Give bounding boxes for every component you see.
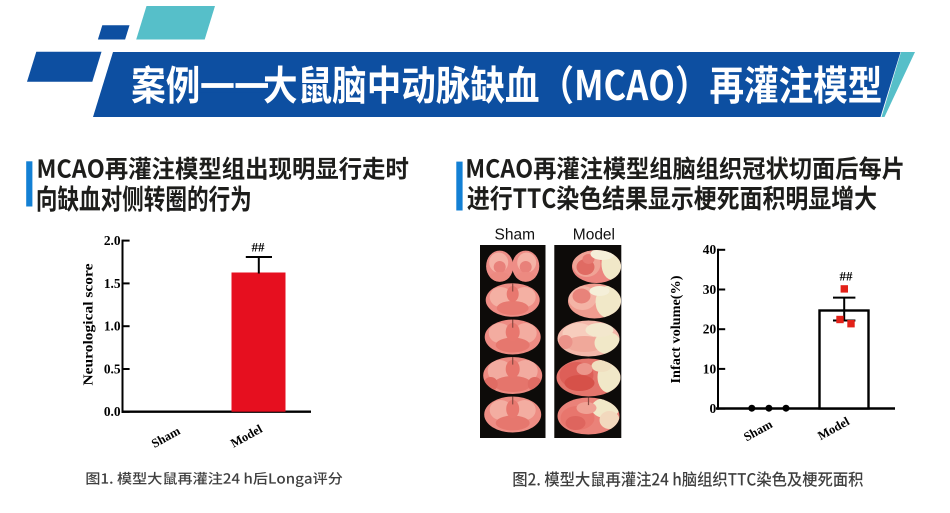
svg-text:0: 0 bbox=[709, 401, 716, 416]
svg-text:Model: Model bbox=[815, 414, 852, 443]
svg-text:Sham: Sham bbox=[741, 417, 775, 444]
svg-text:10: 10 bbox=[703, 361, 717, 376]
svg-text:Sham: Sham bbox=[149, 423, 183, 450]
svg-text:1.0: 1.0 bbox=[104, 319, 121, 334]
svg-text:1.5: 1.5 bbox=[104, 276, 121, 291]
svg-text:##: ## bbox=[252, 240, 266, 255]
svg-text:0.0: 0.0 bbox=[104, 404, 121, 419]
svg-text:30: 30 bbox=[703, 282, 717, 297]
svg-text:Neurological score: Neurological score bbox=[81, 263, 96, 385]
svg-text:40: 40 bbox=[703, 242, 717, 257]
svg-text:##: ## bbox=[840, 269, 854, 284]
svg-text:Model: Model bbox=[228, 422, 265, 451]
svg-text:0.5: 0.5 bbox=[104, 361, 121, 376]
svg-text:Model: Model bbox=[573, 227, 615, 244]
svg-text:2.0: 2.0 bbox=[104, 233, 121, 248]
svg-text:20: 20 bbox=[703, 322, 717, 337]
svg-text:Sham: Sham bbox=[495, 227, 536, 244]
svg-text:Infact volume(%): Infact volume(%) bbox=[668, 276, 683, 384]
